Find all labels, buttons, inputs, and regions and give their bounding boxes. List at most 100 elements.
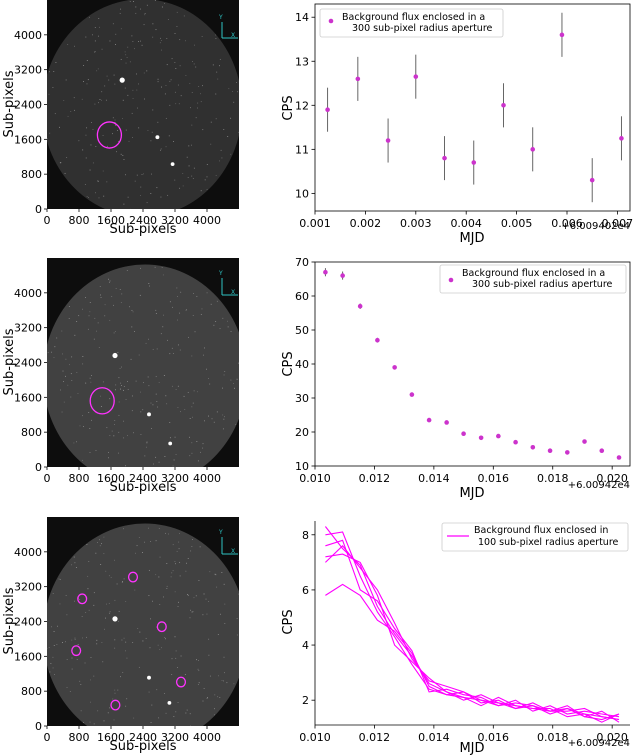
- noise-speck: [192, 61, 193, 62]
- noise-speck: [59, 603, 61, 605]
- noise-speck: [108, 457, 109, 459]
- noise-speck: [150, 540, 152, 542]
- noise-speck: [193, 167, 195, 169]
- x-tick-label: 0.010: [299, 472, 331, 485]
- noise-speck: [215, 174, 217, 176]
- noise-speck: [194, 331, 196, 333]
- star: [112, 616, 118, 622]
- noise-speck: [62, 642, 63, 643]
- noise-speck: [83, 65, 85, 66]
- noise-speck: [144, 14, 146, 16]
- noise-speck: [211, 418, 213, 420]
- noise-speck: [146, 4, 148, 6]
- noise-speck: [119, 289, 121, 290]
- noise-speck: [91, 122, 92, 123]
- noise-speck: [107, 712, 109, 714]
- noise-speck: [83, 426, 84, 427]
- legend: Background flux enclosed in 100 sub-pixe…: [441, 522, 629, 552]
- noise-speck: [58, 578, 60, 580]
- plot-frame: [314, 3, 631, 212]
- noise-speck: [116, 470, 117, 471]
- noise-speck: [169, 104, 171, 106]
- noise-speck: [135, 12, 137, 14]
- noise-speck: [210, 143, 212, 145]
- noise-speck: [165, 638, 166, 640]
- noise-speck: [108, 451, 109, 453]
- noise-speck: [141, 174, 143, 175]
- noise-speck: [88, 609, 90, 611]
- noise-speck: [99, 26, 100, 28]
- y-tick-label: 50: [295, 324, 309, 337]
- noise-speck: [45, 84, 46, 85]
- star: [170, 162, 175, 167]
- noise-speck: [73, 556, 75, 558]
- noise-speck: [197, 460, 199, 462]
- noise-speck: [174, 636, 176, 638]
- series-line-4: [325, 553, 620, 723]
- noise-speck: [204, 179, 206, 181]
- noise-speck: [129, 1, 131, 2]
- noise-speck: [178, 103, 180, 105]
- noise-speck: [202, 85, 203, 87]
- noise-speck: [179, 39, 181, 41]
- data-point: [461, 431, 466, 437]
- noise-speck: [126, 475, 127, 476]
- noise-speck: [136, 545, 138, 547]
- noise-speck: [133, 48, 135, 50]
- noise-speck: [101, 99, 103, 101]
- noise-speck: [228, 88, 230, 90]
- x-tick-label: 800: [69, 214, 90, 227]
- noise-speck: [189, 617, 191, 619]
- noise-speck: [186, 562, 187, 564]
- noise-speck: [95, 192, 96, 194]
- detector-disk: [47, 264, 239, 467]
- noise-speck: [202, 447, 204, 449]
- legend: Background flux enclosed in a 300 sub-pi…: [439, 264, 627, 294]
- noise-speck: [180, 411, 181, 413]
- noise-speck: [111, 430, 113, 432]
- noise-speck: [136, 89, 138, 91]
- data-point: [385, 138, 391, 143]
- noise-speck: [76, 321, 78, 322]
- noise-speck: [223, 583, 225, 585]
- noise-speck: [208, 654, 210, 656]
- aperture-circle: [175, 676, 187, 688]
- star: [167, 701, 172, 705]
- y-axis-label: Sub-pixels: [2, 328, 17, 395]
- noise-speck: [97, 542, 98, 544]
- chart-3: 0.010 0.012 0.014 0.016 0.018 0.020 2 4 6 8 MJD C…: [281, 521, 630, 755]
- noise-speck: [86, 196, 88, 198]
- noise-speck: [135, 552, 136, 554]
- noise-speck: [73, 97, 75, 99]
- noise-speck: [201, 36, 203, 37]
- noise-speck: [125, 174, 126, 176]
- y-tick-label: 4000: [14, 29, 42, 42]
- noise-speck: [151, 704, 153, 706]
- noise-speck: [187, 558, 189, 559]
- data-point: [559, 32, 565, 38]
- x-tick-label: 1600: [97, 472, 125, 485]
- noise-speck: [90, 679, 91, 681]
- y-tick-label: 800: [21, 426, 42, 439]
- noise-speck: [158, 461, 160, 463]
- noise-speck: [54, 346, 56, 348]
- noise-speck: [82, 363, 84, 365]
- noise-speck: [74, 562, 76, 564]
- noise-speck: [122, 581, 123, 583]
- noise-speck: [145, 637, 147, 639]
- x-tick-label: 0.005: [501, 217, 533, 230]
- noise-speck: [214, 694, 216, 696]
- y-tick-label: 1600: [14, 133, 42, 146]
- data-point: [599, 448, 605, 454]
- noise-speck: [102, 134, 104, 136]
- noise-speck: [187, 391, 189, 393]
- noise-speck: [217, 634, 219, 636]
- legend-box: [319, 8, 504, 38]
- noise-speck: [233, 101, 235, 103]
- legend-box: [439, 264, 627, 294]
- y-tick-label: 1600: [14, 391, 42, 404]
- x-tick-label: 0.020: [596, 731, 628, 744]
- noise-speck: [148, 385, 150, 387]
- noise-speck: [230, 117, 232, 119]
- star: [119, 77, 125, 83]
